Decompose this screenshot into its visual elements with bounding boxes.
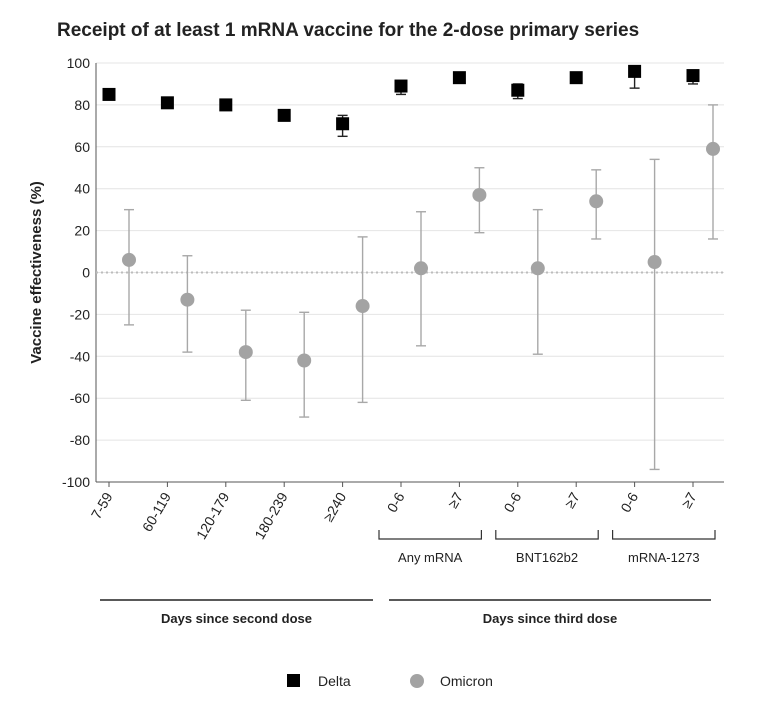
omicron-point [355,299,370,314]
chart-title: Receipt of at least 1 mRNA vaccine for t… [57,20,639,41]
legend-delta-label: Delta [318,673,351,689]
delta-point [569,71,583,85]
x-tick-label: ≥7 [444,489,466,511]
x-tick-label: 7-59 [88,489,116,521]
legend-omicron-marker [410,674,424,688]
x-tick-label: ≥7 [561,489,583,511]
omicron-point [122,252,136,267]
y-tick-label: 0 [82,265,90,281]
omicron-point [297,353,312,368]
group-bracket [495,530,599,540]
legend-omicron-label: Omicron [440,673,493,689]
section-label: Days since third dose [483,611,617,626]
x-tick-label: 0-6 [617,489,641,515]
group-label: mRNA-1273 [628,550,700,565]
y-tick-label: 40 [74,181,90,197]
omicron-point [706,141,720,156]
x-tick-label: 0-6 [384,489,408,515]
delta-point [394,79,408,93]
omicron-point [472,187,487,202]
legend-delta-marker [287,674,300,687]
y-tick-label: -60 [70,390,90,406]
y-tick-label: -80 [70,432,90,448]
delta-point [277,108,291,122]
delta-point [511,83,525,97]
x-tick-label: 180-239 [251,489,291,542]
x-tick-label: 60-119 [139,489,174,534]
y-axis-label: Vaccine effectiveness (%) [28,181,45,364]
group-label: BNT162b2 [516,550,578,565]
x-tick-label: 0-6 [500,489,524,515]
delta-point [452,71,466,85]
delta-point [160,96,174,110]
omicron-point [589,194,604,209]
omicron-point [238,345,253,360]
y-tick-label: -20 [70,306,90,322]
omicron-point [414,261,428,276]
x-tick-label: ≥240 [320,489,349,524]
omicron-point [647,255,662,270]
omicron-point [530,261,545,276]
y-tick-label: 20 [74,223,90,239]
delta-point [686,69,700,83]
y-tick-label: 80 [74,97,90,113]
section-label: Days since second dose [161,611,312,626]
delta-point [102,87,116,101]
omicron-point [180,292,195,307]
group-bracket [612,530,716,540]
delta-point [336,117,350,131]
group-bracket [378,530,482,540]
delta-point [219,98,233,112]
group-label: Any mRNA [398,550,463,565]
y-tick-label: -40 [70,348,90,364]
y-tick-label: 60 [74,139,90,155]
x-tick-label: 120-179 [193,489,233,542]
delta-point [628,64,642,78]
y-tick-label: -100 [62,474,90,490]
y-tick-label: 100 [67,55,91,71]
x-tick-label: ≥7 [678,489,700,511]
